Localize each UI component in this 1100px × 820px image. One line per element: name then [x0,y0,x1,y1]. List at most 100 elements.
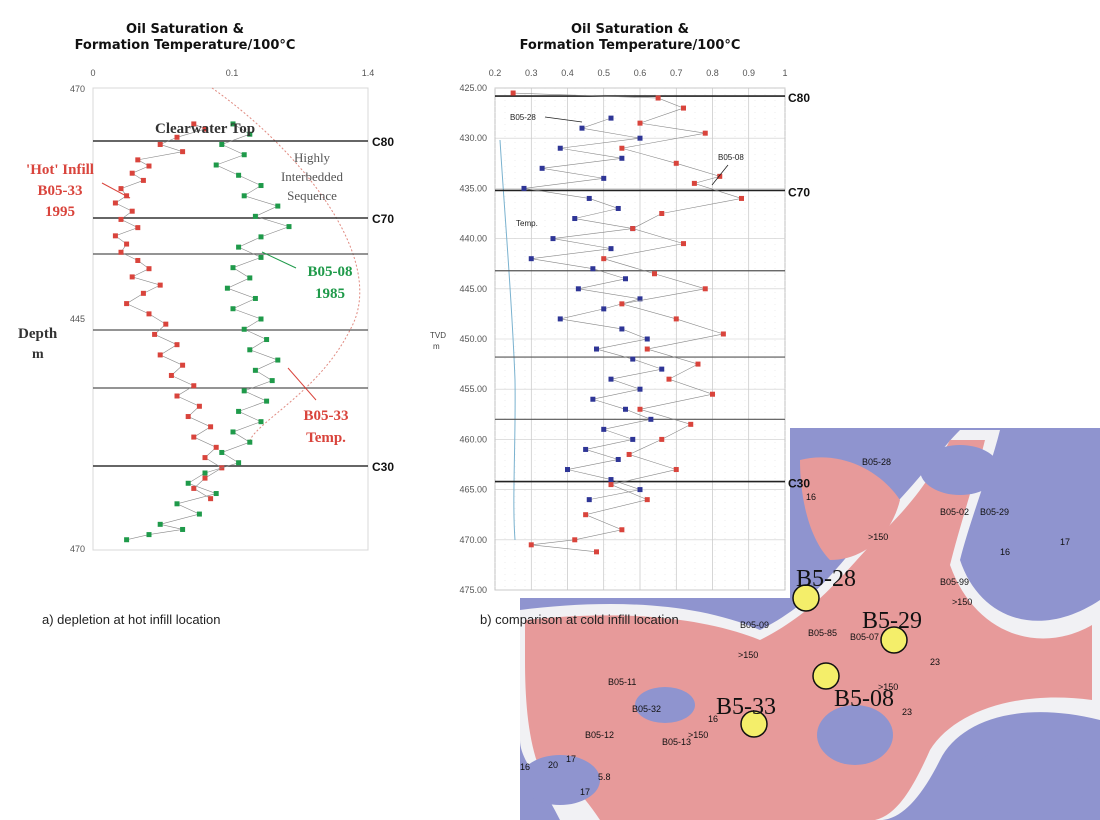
chart-b-b0528-arrow [544,116,583,123]
chart-a-point [241,152,247,158]
chart-b-point [528,256,534,262]
chart-b-b0528-label: B05-28 [510,113,536,122]
chart-a-point [180,149,186,155]
map-cold-island [520,755,600,805]
chart-a-point [275,203,281,209]
chart-b-temp-label: Temp. [516,219,538,228]
chart-a-point [146,163,152,169]
chart-b-point [666,376,672,382]
map-well-label: 16 [806,492,816,502]
chart-b-y-tick: 475.00 [459,585,487,595]
chart-a-point [208,496,214,502]
map-well-label: 5.8 [598,772,611,782]
chart-a-point [202,475,208,481]
map-well-label: B05-13 [662,737,691,747]
chart-b-x-tick: 0.7 [670,68,683,78]
chart-b-point [695,361,701,367]
chart-a-seq-line2: Interbedded [281,169,344,184]
chart-a-point [112,200,118,206]
map-hot-zone [525,440,1092,820]
map-cold-island [635,687,695,723]
chart-a-point [258,316,264,322]
chart-b-y-tick: 465.00 [459,485,487,495]
chart-a-point [129,170,135,176]
chart-b-point [691,180,697,186]
chart-a-point [112,233,118,239]
chart-b-point [557,145,563,151]
chart-a-title: Oil Saturation & Formation Temperature/1… [60,22,310,54]
chart-a-point [219,449,225,455]
chart-a-point [118,216,124,222]
caption-b: b) comparison at cold infill location [480,612,679,627]
chart-b-point [528,542,534,548]
chart-b-y-tick: 440.00 [459,234,487,244]
chart-b-point [601,426,607,432]
chart-b-y-tick: 445.00 [459,284,487,294]
map-well-label: B05-11 [608,677,636,687]
chart-a-seq-line1: Highly [294,150,331,165]
map-well-label: B05-29 [980,507,1009,517]
chart-a-point [213,491,219,497]
chart-a-point [241,193,247,199]
chart-b-point [673,160,679,166]
chart-b-point [608,477,614,483]
map-well-label: 23 [930,657,940,667]
chart-a-point [236,172,242,178]
chart-a-point [146,266,152,272]
chart-b-point [594,346,599,352]
chart-b-point [630,356,636,362]
chart-b-point [608,246,614,252]
chart-b-point [601,306,607,312]
chart-b-point [659,366,665,372]
chart-b-point [572,537,578,543]
map-well-label: B05-28 [862,457,891,467]
chart-b-point [623,406,628,412]
chart-b-point [702,130,708,136]
chart-b-point [637,386,643,392]
chart-a-point [230,429,236,435]
chart-a-point [129,274,135,280]
chart-a-point [191,121,197,127]
chart-b-title: Oil Saturation & Formation Temperature/1… [505,22,755,54]
chart-b-point [630,226,636,232]
chart-b-y-tick: 425.00 [459,83,487,93]
chart-b-point [681,241,686,247]
chart-a-hot-arrow [101,182,131,199]
chart-b-point [572,216,578,222]
chart-b-point [579,125,585,131]
map-well-label: 17 [566,754,576,764]
chart-a-temp-line2: Temp. [306,430,346,446]
chart-a-point [264,398,270,404]
chart-a-point [247,131,253,137]
chart-a-temp-curve [211,87,361,441]
map-well-label: B05-99 [940,577,969,587]
map-well-label: 16 [1000,547,1010,557]
chart-a-hot-line3: 1995 [45,204,75,220]
chart-b-y-tick: 460.00 [459,434,487,444]
chart-a-hot-line2: B05-33 [38,183,83,199]
chart-b-point [659,436,665,442]
chart-a-point [202,470,208,476]
chart-a-point [157,521,163,527]
chart-b-y-tick: 470.00 [459,535,487,545]
chart-b-point [590,396,596,402]
map-well-label: >150 [952,597,972,607]
chart-a-point [241,326,247,332]
chart-a-temp-arrow [287,367,317,401]
chart-b-ylabel: TVD [430,331,446,340]
map-well-marker [880,626,908,654]
chart-b-point [583,446,589,452]
chart-b-y-tick: 455.00 [459,384,487,394]
chart-b-point [717,173,723,179]
chart-a-point [174,342,180,348]
chart-b-point [637,120,643,126]
chart-b-point [550,236,556,242]
chart-b-point [615,205,621,211]
chart-b-point [644,336,650,342]
chart-a-point [264,337,270,343]
map-well-label: B05-85 [808,628,837,638]
chart-a-point [180,526,186,532]
chart-b-x-tick: 1 [782,68,787,78]
chart-b-marker-label: C80 [788,91,810,105]
chart-a-point [258,234,264,240]
